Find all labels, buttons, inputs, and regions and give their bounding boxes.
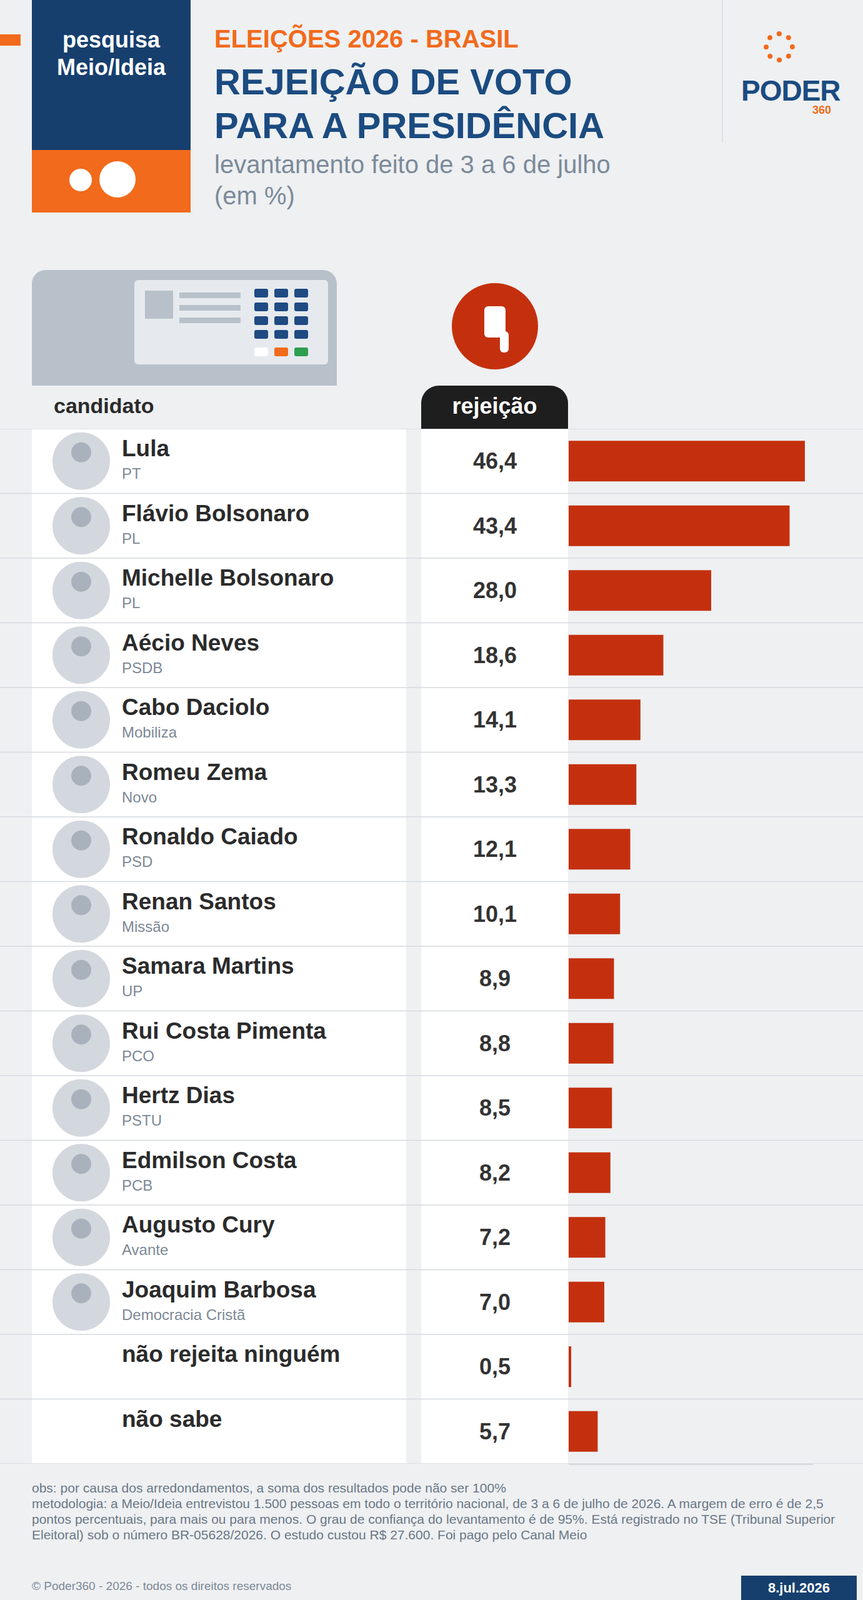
svg-text:Romeu Zema: Romeu Zema xyxy=(121,759,268,785)
svg-text:7,0: 7,0 xyxy=(479,1289,511,1315)
svg-text:PL: PL xyxy=(121,594,140,612)
svg-text:PT: PT xyxy=(121,464,142,482)
svg-text:Renan Santos: Renan Santos xyxy=(121,888,277,915)
svg-text:Augusto Cury: Augusto Cury xyxy=(121,1211,275,1238)
svg-text:PL: PL xyxy=(121,529,140,547)
svg-text:Aécio Neves: Aécio Neves xyxy=(121,629,260,656)
svg-text:Samara Martins: Samara Martins xyxy=(121,952,295,979)
svg-text:12,1: 12,1 xyxy=(473,836,517,862)
svg-text:não rejeita ninguém: não rejeita ninguém xyxy=(121,1341,341,1367)
svg-text:Ronaldo Caiado: Ronaldo Caiado xyxy=(121,823,299,850)
svg-text:PSTU: PSTU xyxy=(121,1111,162,1129)
html-text:levantamento feito de 3 a 6 de: levantamento feito de 3 a 6 de julho (em… xyxy=(214,150,611,210)
svg-text:Lula: Lula xyxy=(121,435,170,462)
html-text:candidato: candidato xyxy=(53,393,155,418)
svg-text:46,4: 46,4 xyxy=(473,448,517,474)
html-text:360: 360 xyxy=(812,103,832,117)
svg-text:5,7: 5,7 xyxy=(479,1418,511,1445)
svg-text:43,4: 43,4 xyxy=(473,513,517,539)
svg-text:28,0: 28,0 xyxy=(473,577,517,604)
svg-text:Cabo Daciolo: Cabo Daciolo xyxy=(121,694,270,720)
svg-text:8,9: 8,9 xyxy=(479,965,511,992)
html-text:8.jul.2026: 8.jul.2026 xyxy=(768,1579,830,1596)
svg-text:Edmilson Costa: Edmilson Costa xyxy=(121,1147,297,1173)
svg-text:10,1: 10,1 xyxy=(473,901,517,927)
svg-text:8,5: 8,5 xyxy=(479,1094,511,1121)
svg-text:PCO: PCO xyxy=(121,1047,155,1065)
svg-text:PSDB: PSDB xyxy=(121,659,163,677)
html-text:metodologia: a Meio/Ideia entr: metodologia: a Meio/Ideia entrevistou 1.… xyxy=(31,1496,836,1542)
svg-text:Rui Costa Pimenta: Rui Costa Pimenta xyxy=(121,1017,327,1044)
svg-text:PCB: PCB xyxy=(121,1176,153,1194)
svg-text:8,8: 8,8 xyxy=(479,1030,511,1057)
html-text:rejeição: rejeição xyxy=(452,393,538,419)
svg-text:Flávio Bolsonaro: Flávio Bolsonaro xyxy=(121,500,310,527)
svg-text:Hertz Dias: Hertz Dias xyxy=(121,1082,235,1108)
html-text:PODER: PODER xyxy=(741,74,841,107)
html-text:REJEIÇÃO DE VOTO PARA A PRESID: REJEIÇÃO DE VOTO PARA A PRESIDÊNCIA xyxy=(214,61,605,146)
html-text:obs: por causa dos arredondame: obs: por causa dos arredondamentos, a so… xyxy=(31,1480,507,1495)
svg-text:Democracia Cristã: Democracia Cristã xyxy=(121,1306,246,1323)
svg-text:não sabe: não sabe xyxy=(121,1406,222,1432)
svg-text:PSD: PSD xyxy=(121,853,153,870)
svg-text:8,2: 8,2 xyxy=(479,1159,511,1186)
html-text:pesquisa Meio/Ideia: pesquisa Meio/Ideia xyxy=(56,26,166,80)
svg-text:18,6: 18,6 xyxy=(473,642,517,669)
html-text:© Poder360 - 2026 - todos os d: © Poder360 - 2026 - todos os direitos re… xyxy=(31,1579,292,1593)
svg-text:14,1: 14,1 xyxy=(473,706,517,733)
svg-text:UP: UP xyxy=(121,982,143,1000)
svg-text:Michelle Bolsonaro: Michelle Bolsonaro xyxy=(121,564,334,591)
svg-text:0,5: 0,5 xyxy=(479,1353,511,1380)
svg-text:Joaquim Barbosa: Joaquim Barbosa xyxy=(121,1276,317,1303)
svg-text:13,3: 13,3 xyxy=(473,771,517,798)
svg-text:Novo: Novo xyxy=(121,788,157,806)
svg-text:Mobiliza: Mobiliza xyxy=(121,723,178,741)
svg-text:Avante: Avante xyxy=(121,1241,169,1258)
svg-text:Missão: Missão xyxy=(121,917,170,935)
svg-text:7,2: 7,2 xyxy=(479,1224,511,1250)
html-text:ELEIÇÕES 2026 - BRASIL: ELEIÇÕES 2026 - BRASIL xyxy=(214,24,519,53)
